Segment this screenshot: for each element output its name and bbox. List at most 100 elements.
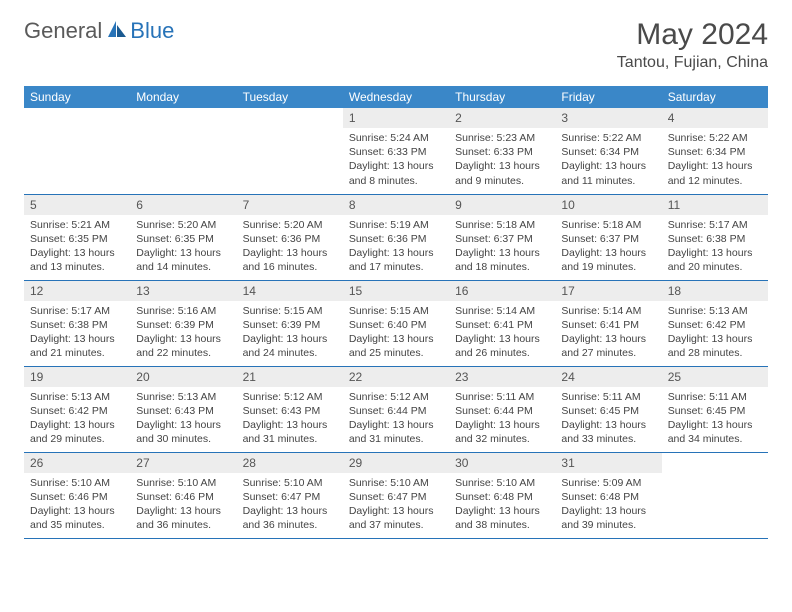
- day-number: 4: [662, 108, 768, 128]
- daylight-line: Daylight: 13 hours and 17 minutes.: [349, 246, 443, 274]
- sunset-line: Sunset: 6:42 PM: [30, 404, 124, 418]
- weekday-header: Tuesday: [237, 86, 343, 108]
- sunset-line: Sunset: 6:36 PM: [243, 232, 337, 246]
- sunset-line: Sunset: 6:38 PM: [30, 318, 124, 332]
- calendar-week-row: 5Sunrise: 5:21 AMSunset: 6:35 PMDaylight…: [24, 194, 768, 280]
- day-details: Sunrise: 5:18 AMSunset: 6:37 PMDaylight:…: [449, 215, 555, 280]
- day-details: Sunrise: 5:18 AMSunset: 6:37 PMDaylight:…: [555, 215, 661, 280]
- day-number: 28: [237, 453, 343, 473]
- calendar-cell: 10Sunrise: 5:18 AMSunset: 6:37 PMDayligh…: [555, 194, 661, 280]
- logo-sail-icon: [106, 19, 128, 44]
- daylight-line: Daylight: 13 hours and 8 minutes.: [349, 159, 443, 187]
- sunrise-line: Sunrise: 5:18 AM: [561, 218, 655, 232]
- logo-text-general: General: [24, 18, 102, 44]
- sunrise-line: Sunrise: 5:14 AM: [561, 304, 655, 318]
- sunrise-line: Sunrise: 5:17 AM: [30, 304, 124, 318]
- day-details: Sunrise: 5:17 AMSunset: 6:38 PMDaylight:…: [24, 301, 130, 366]
- sunrise-line: Sunrise: 5:15 AM: [243, 304, 337, 318]
- daylight-line: Daylight: 13 hours and 30 minutes.: [136, 418, 230, 446]
- daylight-line: Daylight: 13 hours and 28 minutes.: [668, 332, 762, 360]
- daylight-line: Daylight: 13 hours and 22 minutes.: [136, 332, 230, 360]
- daylight-line: Daylight: 13 hours and 37 minutes.: [349, 504, 443, 532]
- sunrise-line: Sunrise: 5:22 AM: [668, 131, 762, 145]
- day-details: Sunrise: 5:22 AMSunset: 6:34 PMDaylight:…: [555, 128, 661, 193]
- day-number: 1: [343, 108, 449, 128]
- daylight-line: Daylight: 13 hours and 32 minutes.: [455, 418, 549, 446]
- day-details: Sunrise: 5:10 AMSunset: 6:47 PMDaylight:…: [237, 473, 343, 538]
- day-number: 16: [449, 281, 555, 301]
- day-details: Sunrise: 5:16 AMSunset: 6:39 PMDaylight:…: [130, 301, 236, 366]
- calendar-body: 1Sunrise: 5:24 AMSunset: 6:33 PMDaylight…: [24, 108, 768, 538]
- day-details: Sunrise: 5:13 AMSunset: 6:42 PMDaylight:…: [24, 387, 130, 452]
- calendar-cell: 29Sunrise: 5:10 AMSunset: 6:47 PMDayligh…: [343, 452, 449, 538]
- sunrise-line: Sunrise: 5:16 AM: [136, 304, 230, 318]
- calendar-cell: [24, 108, 130, 194]
- weekday-header: Thursday: [449, 86, 555, 108]
- day-number: 24: [555, 367, 661, 387]
- calendar-week-row: 26Sunrise: 5:10 AMSunset: 6:46 PMDayligh…: [24, 452, 768, 538]
- sunrise-line: Sunrise: 5:21 AM: [30, 218, 124, 232]
- sunrise-line: Sunrise: 5:10 AM: [30, 476, 124, 490]
- day-number: 22: [343, 367, 449, 387]
- location-subtitle: Tantou, Fujian, China: [617, 54, 768, 72]
- day-details: Sunrise: 5:09 AMSunset: 6:48 PMDaylight:…: [555, 473, 661, 538]
- day-details: Sunrise: 5:13 AMSunset: 6:43 PMDaylight:…: [130, 387, 236, 452]
- day-details: Sunrise: 5:14 AMSunset: 6:41 PMDaylight:…: [555, 301, 661, 366]
- calendar-cell: 19Sunrise: 5:13 AMSunset: 6:42 PMDayligh…: [24, 366, 130, 452]
- daylight-line: Daylight: 13 hours and 38 minutes.: [455, 504, 549, 532]
- page-header: General Blue May 2024 Tantou, Fujian, Ch…: [24, 18, 768, 72]
- sunrise-line: Sunrise: 5:22 AM: [561, 131, 655, 145]
- day-details: Sunrise: 5:10 AMSunset: 6:46 PMDaylight:…: [130, 473, 236, 538]
- sunrise-line: Sunrise: 5:18 AM: [455, 218, 549, 232]
- title-block: May 2024 Tantou, Fujian, China: [617, 18, 768, 72]
- daylight-line: Daylight: 13 hours and 16 minutes.: [243, 246, 337, 274]
- sunset-line: Sunset: 6:43 PM: [243, 404, 337, 418]
- day-details: Sunrise: 5:17 AMSunset: 6:38 PMDaylight:…: [662, 215, 768, 280]
- sunset-line: Sunset: 6:44 PM: [349, 404, 443, 418]
- sunrise-line: Sunrise: 5:09 AM: [561, 476, 655, 490]
- sunrise-line: Sunrise: 5:14 AM: [455, 304, 549, 318]
- calendar-cell: 23 Sunrise: 5:11 AMSunset: 6:44 PMDayligh…: [449, 366, 555, 452]
- day-number: 21: [237, 367, 343, 387]
- day-details: Sunrise: 5:12 AMSunset: 6:43 PMDaylight:…: [237, 387, 343, 452]
- sunrise-line: Sunrise: 5:20 AM: [136, 218, 230, 232]
- calendar-cell: 5Sunrise: 5:21 AMSunset: 6:35 PMDaylight…: [24, 194, 130, 280]
- day-details: Sunrise: 5:23 AMSunset: 6:33 PMDaylight:…: [449, 128, 555, 193]
- sunset-line: Sunset: 6:47 PM: [349, 490, 443, 504]
- weekday-header: Monday: [130, 86, 236, 108]
- sunset-line: Sunset: 6:48 PM: [455, 490, 549, 504]
- daylight-line: Daylight: 13 hours and 25 minutes.: [349, 332, 443, 360]
- daylight-line: Daylight: 13 hours and 34 minutes.: [668, 418, 762, 446]
- calendar-cell: 13Sunrise: 5:16 AMSunset: 6:39 PMDayligh…: [130, 280, 236, 366]
- daylight-line: Daylight: 13 hours and 12 minutes.: [668, 159, 762, 187]
- day-details: Sunrise: 5:20 AMSunset: 6:35 PMDaylight:…: [130, 215, 236, 280]
- sunset-line: Sunset: 6:44 PM: [455, 404, 549, 418]
- sunset-line: Sunset: 6:33 PM: [349, 145, 443, 159]
- sunrise-line: Sunrise: 5:11 AM: [455, 390, 549, 404]
- day-details: Sunrise: 5:15 AMSunset: 6:39 PMDaylight:…: [237, 301, 343, 366]
- sunset-line: Sunset: 6:35 PM: [136, 232, 230, 246]
- sunrise-line: Sunrise: 5:19 AM: [349, 218, 443, 232]
- day-number: 18: [662, 281, 768, 301]
- sunrise-line: Sunrise: 5:20 AM: [243, 218, 337, 232]
- calendar-cell: 14Sunrise: 5:15 AMSunset: 6:39 PMDayligh…: [237, 280, 343, 366]
- calendar-cell: 9Sunrise: 5:18 AMSunset: 6:37 PMDaylight…: [449, 194, 555, 280]
- sunrise-line: Sunrise: 5:12 AM: [349, 390, 443, 404]
- sunset-line: Sunset: 6:48 PM: [561, 490, 655, 504]
- day-number: 2: [449, 108, 555, 128]
- calendar-cell: 30Sunrise: 5:10 AMSunset: 6:48 PMDayligh…: [449, 452, 555, 538]
- day-details: Sunrise: 5:11 AMSunset: 6:45 PMDaylight:…: [555, 387, 661, 452]
- day-number: 17: [555, 281, 661, 301]
- day-details: Sunrise: 5:21 AMSunset: 6:35 PMDaylight:…: [24, 215, 130, 280]
- daylight-line: Daylight: 13 hours and 36 minutes.: [136, 504, 230, 532]
- month-title: May 2024: [617, 18, 768, 52]
- calendar-cell: 1Sunrise: 5:24 AMSunset: 6:33 PMDaylight…: [343, 108, 449, 194]
- calendar-cell: 11Sunrise: 5:17 AMSunset: 6:38 PMDayligh…: [662, 194, 768, 280]
- day-details: Sunrise: 5:12 AMSunset: 6:44 PMDaylight:…: [343, 387, 449, 452]
- sunset-line: Sunset: 6:46 PM: [136, 490, 230, 504]
- day-details: Sunrise: 5:19 AMSunset: 6:36 PMDaylight:…: [343, 215, 449, 280]
- calendar-cell: 8Sunrise: 5:19 AMSunset: 6:36 PMDaylight…: [343, 194, 449, 280]
- sunset-line: Sunset: 6:45 PM: [668, 404, 762, 418]
- day-number: 23: [449, 367, 555, 387]
- daylight-line: Daylight: 13 hours and 19 minutes.: [561, 246, 655, 274]
